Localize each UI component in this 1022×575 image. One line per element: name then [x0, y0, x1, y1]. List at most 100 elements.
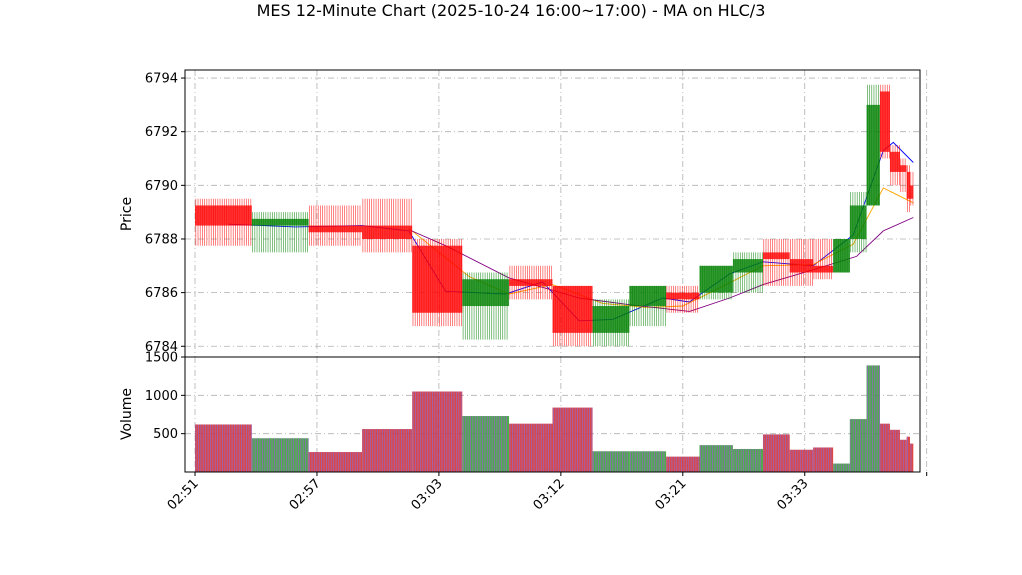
candle-down	[909, 171, 914, 206]
volume-bars	[195, 365, 914, 472]
x-tick-label: 02:57	[287, 476, 324, 513]
candle-body	[362, 225, 413, 239]
candle-down	[889, 145, 900, 186]
candle-wick	[252, 212, 308, 253]
price-candles	[195, 84, 914, 347]
candle-body	[906, 171, 910, 199]
volume-bar-hatch	[890, 429, 899, 472]
x-tick-label: 03:12	[531, 476, 568, 513]
price-y-tick-label: 6790	[145, 179, 178, 194]
volume-y-tick-label: 1000	[145, 389, 178, 404]
candle-wick	[900, 158, 906, 193]
candle-body	[899, 165, 907, 172]
volume-bar	[909, 443, 914, 472]
volume-bar-hatch	[833, 463, 849, 472]
volume-bar-fill	[666, 456, 700, 472]
candle-down	[552, 285, 593, 347]
candle-down	[762, 238, 790, 286]
price-y-ticks: 6784 6786 6788 6790 6792 6794	[145, 72, 185, 355]
volume-frame	[184, 356, 921, 473]
volume-bar-hatch	[867, 365, 880, 472]
candle-up	[699, 265, 733, 300]
volume-bar-hatch	[593, 451, 628, 472]
volume-bar-fill	[889, 429, 900, 472]
candle-body	[666, 292, 700, 300]
candle-body	[412, 245, 463, 313]
x-tick-label: 03:21	[653, 476, 690, 513]
volume-bar-fill	[879, 423, 890, 472]
volume-bar	[833, 463, 850, 472]
candle-down	[195, 198, 252, 246]
volume-bar-hatch	[509, 423, 552, 472]
volume-bar	[762, 434, 790, 472]
candle-down	[308, 205, 363, 246]
price-y-tick-label: 6792	[145, 125, 178, 140]
price-y-tick-label: 6786	[145, 286, 178, 301]
candle-wick	[763, 238, 789, 286]
volume-bar-fill	[906, 436, 910, 472]
candle-body	[732, 259, 763, 273]
price-axis-label: Price	[119, 197, 135, 231]
candle-down	[362, 198, 413, 253]
volume-bar-fill	[251, 438, 309, 472]
volume-y-ticks: 500 1000 1500	[145, 351, 185, 442]
moving-average-line-3	[408, 217, 914, 312]
volume-bar	[308, 452, 363, 472]
candle-down	[789, 238, 814, 286]
volume-bar-hatch	[195, 424, 252, 472]
volume-bar	[362, 429, 413, 472]
volume-bar-hatch	[252, 438, 309, 472]
candle-down	[879, 84, 890, 159]
candle-body	[592, 306, 630, 333]
volume-bar	[195, 424, 252, 472]
volume-bar-hatch	[900, 439, 907, 472]
candle-wick	[462, 272, 508, 340]
volume-bar	[889, 429, 900, 472]
candle-body	[879, 91, 890, 152]
candle-up	[866, 84, 880, 206]
volume-bar	[592, 451, 630, 472]
candle-body	[195, 205, 252, 226]
volume-bar-fill	[509, 423, 553, 472]
candle-up	[629, 285, 667, 327]
candle-body	[251, 218, 309, 226]
candle-body	[762, 252, 790, 260]
volume-y-tick-label: 1500	[145, 351, 178, 366]
candle-wick	[733, 252, 763, 293]
volume-bar-hatch	[850, 419, 866, 472]
x-tick-label: 03:03	[409, 476, 446, 513]
volume-bar	[789, 449, 814, 472]
volume-axis-label: Volume	[119, 388, 135, 440]
candle-body	[833, 238, 850, 273]
x-ticks: 02:51 02:57 03:03 03:12 03:21 03:33	[165, 472, 928, 513]
candle-body	[699, 265, 733, 293]
volume-bar	[462, 416, 510, 472]
candle-up	[833, 238, 850, 273]
volume-bar	[666, 456, 700, 472]
candle-body	[909, 185, 914, 199]
candle-body	[889, 151, 900, 172]
candle-body	[462, 279, 510, 307]
candle-body	[866, 104, 880, 206]
volume-bar-fill	[195, 424, 252, 472]
volume-bar-hatch	[309, 452, 361, 472]
volume-bar	[412, 391, 463, 472]
candle-up	[592, 299, 630, 347]
candle-down	[412, 238, 463, 327]
candle-up	[462, 272, 510, 340]
volume-bar	[906, 436, 910, 472]
volume-bar	[552, 407, 593, 472]
volume-bar-hatch	[666, 456, 699, 472]
volume-bar-hatch	[362, 429, 412, 472]
x-tick-label: 02:51	[165, 476, 202, 513]
candle-up	[251, 212, 309, 253]
chart-title: MES 12-Minute Chart (2025-10-24 16:00~17…	[257, 1, 766, 20]
candle-down	[899, 158, 907, 193]
volume-bar	[813, 447, 834, 472]
volume-bar-hatch	[553, 407, 593, 472]
volume-bar	[732, 449, 763, 472]
candle-body	[509, 279, 553, 286]
volume-bar	[629, 451, 667, 472]
volume-bar-hatch	[880, 423, 889, 472]
